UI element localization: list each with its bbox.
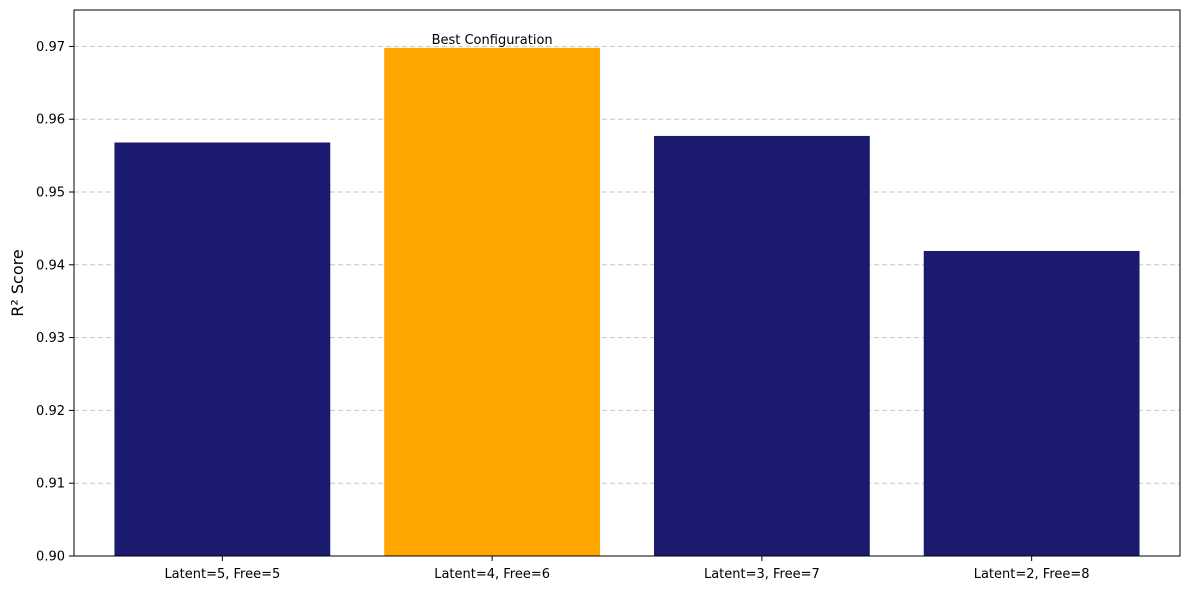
x-tick-label: Latent=4, Free=6 — [434, 567, 550, 582]
y-axis: 0.90 0.91 0.92 0.93 0.94 0.95 0.96 0.97 — [36, 40, 74, 565]
y-tick-label: 0.97 — [36, 40, 65, 55]
bars — [114, 47, 1140, 557]
y-tick-label: 0.95 — [36, 186, 65, 201]
y-tick-label: 0.96 — [36, 113, 65, 128]
y-tick-label: 0.91 — [36, 477, 65, 492]
x-tick-label: Latent=5, Free=5 — [164, 567, 280, 582]
bar — [923, 250, 1140, 556]
y-tick-label: 0.93 — [36, 331, 65, 346]
x-axis: Latent=5, Free=5 Latent=4, Free=6 Latent=3… — [164, 556, 1090, 582]
bar — [114, 142, 331, 556]
y-tick-label: 0.90 — [36, 550, 65, 565]
bar — [384, 47, 601, 557]
x-tick-label: Latent=2, Free=8 — [974, 567, 1090, 582]
annotations: Best Configuration — [432, 33, 553, 48]
y-tick-label: 0.94 — [36, 258, 65, 273]
bar — [653, 135, 870, 556]
plot-frame — [73, 9, 1181, 557]
x-tick-label: Latent=3, Free=7 — [704, 567, 820, 582]
y-axis-label: R² Score — [8, 249, 27, 316]
best-configuration-annotation: Best Configuration — [432, 33, 553, 48]
y-tick-label: 0.92 — [36, 404, 65, 419]
